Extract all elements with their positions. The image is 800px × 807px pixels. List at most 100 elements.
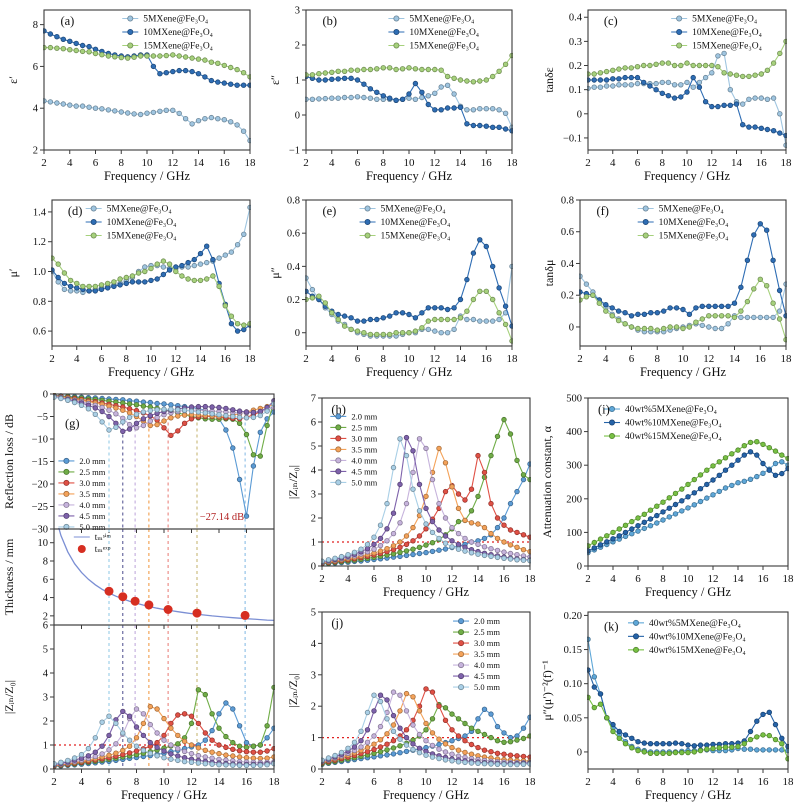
svg-text:0.15: 0.15 (564, 645, 582, 656)
svg-text:0.4: 0.4 (561, 259, 575, 270)
svg-text:6: 6 (629, 353, 635, 365)
svg-text:0.8: 0.8 (561, 196, 574, 207)
svg-text:3.5 mm: 3.5 mm (79, 489, 105, 499)
svg-text:0.1: 0.1 (569, 85, 582, 96)
svg-text:−27.14 dB: −27.14 dB (200, 512, 244, 523)
svg-text:(b): (b) (322, 14, 337, 28)
svg-text:tanδμ: tanδμ (542, 260, 556, 287)
svg-text:Frequency / GHz: Frequency / GHz (383, 788, 470, 802)
svg-text:1.2: 1.2 (33, 237, 46, 248)
svg-text:Frequency / GHz: Frequency / GHz (104, 169, 191, 183)
svg-text:4: 4 (603, 353, 609, 365)
svg-text:12: 12 (708, 573, 719, 585)
svg-text:14: 14 (193, 157, 205, 169)
svg-text:40wt%10MXene@Fe₃O₄: 40wt%10MXene@Fe₃O₄ (625, 419, 722, 429)
svg-text:2: 2 (33, 146, 38, 157)
svg-text:1: 1 (295, 76, 300, 87)
svg-text:10: 10 (683, 776, 695, 788)
svg-text:3: 3 (311, 670, 316, 681)
svg-text:0.2: 0.2 (561, 291, 574, 302)
svg-text:ε″: ε″ (268, 75, 282, 85)
svg-text:−30: −30 (32, 525, 48, 536)
svg-text:6: 6 (635, 573, 641, 585)
svg-text:2: 2 (303, 157, 309, 169)
svg-text:10MXene@Fe₃O₄: 10MXene@Fe₃O₄ (107, 218, 177, 228)
svg-text:0.4: 0.4 (287, 262, 301, 273)
svg-text:12: 12 (447, 573, 458, 585)
svg-text:14: 14 (729, 353, 741, 365)
svg-text:12: 12 (706, 157, 717, 169)
svg-text:0.2: 0.2 (569, 61, 582, 72)
svg-text:0: 0 (577, 747, 582, 758)
svg-text:10: 10 (159, 776, 171, 788)
svg-text:8: 8 (660, 157, 666, 169)
svg-text:6: 6 (93, 157, 99, 169)
svg-text:3.5 mm: 3.5 mm (474, 649, 500, 659)
svg-text:18: 18 (525, 776, 537, 788)
svg-text:200: 200 (566, 494, 582, 505)
svg-text:2: 2 (585, 573, 591, 585)
panel-f-tan-delta-mu-chart: 5MXene@Fe₃O₄ 10MXene@Fe₃O₄ 15MXene@Fe₃O₄ 0 0… (542, 192, 796, 382)
svg-text:Frequency / GHz: Frequency / GHz (640, 365, 727, 379)
svg-text:12: 12 (167, 157, 178, 169)
svg-text:8: 8 (397, 776, 403, 788)
svg-text:5MXene@Fe₃O₄: 5MXene@Fe₃O₄ (659, 205, 724, 215)
svg-text:0.8: 0.8 (33, 297, 46, 308)
svg-text:−20: −20 (32, 480, 48, 491)
svg-text:1: 1 (311, 538, 316, 549)
svg-text:2: 2 (49, 353, 55, 365)
svg-text:2: 2 (43, 611, 48, 622)
svg-text:6: 6 (371, 573, 377, 585)
svg-text:2: 2 (311, 514, 316, 525)
svg-text:1.0: 1.0 (33, 267, 46, 278)
svg-text:5MXene@Fe₃O₄: 5MXene@Fe₃O₄ (409, 15, 474, 25)
svg-text:μ″(μ′)⁻²(f)⁻¹: μ″(μ′)⁻²(f)⁻¹ (540, 660, 554, 721)
svg-text:8: 8 (124, 353, 130, 365)
svg-text:(j): (j) (331, 616, 343, 630)
svg-text:10: 10 (678, 353, 690, 365)
svg-text:16: 16 (241, 776, 253, 788)
svg-text:8: 8 (655, 353, 661, 365)
svg-text:14: 14 (733, 776, 745, 788)
panel-i-attenuation-chart: 40wt%5MXene@Fe₃O₄ 40wt%10MXene@Fe₃O₄ 40wt%… (540, 390, 798, 602)
svg-text:12: 12 (703, 353, 714, 365)
svg-text:12: 12 (186, 776, 197, 788)
svg-text:Thickness / mm: Thickness / mm (2, 538, 16, 615)
svg-text:12: 12 (170, 353, 181, 365)
svg-text:(g): (g) (65, 417, 80, 431)
svg-text:40wt%15MXene@Fe₃O₄: 40wt%15MXene@Fe₃O₄ (649, 646, 746, 656)
svg-text:40wt%10MXene@Fe₃O₄: 40wt%10MXene@Fe₃O₄ (649, 632, 746, 642)
svg-text:4.5 mm: 4.5 mm (474, 671, 500, 681)
svg-text:500: 500 (566, 394, 582, 405)
svg-text:(f): (f) (596, 204, 609, 218)
svg-text:4: 4 (345, 573, 351, 585)
svg-text:4.5 mm: 4.5 mm (79, 511, 105, 521)
svg-text:μ′: μ′ (6, 268, 20, 277)
svg-text:5.0 mm: 5.0 mm (79, 522, 105, 532)
svg-text:15MXene@Fe₃O₄: 15MXene@Fe₃O₄ (692, 42, 762, 52)
svg-text:12: 12 (429, 157, 440, 169)
svg-text:16: 16 (755, 353, 767, 365)
svg-text:14: 14 (455, 157, 467, 169)
svg-text:|Zᵢₙ/Z₀|: |Zᵢₙ/Z₀| (286, 673, 300, 707)
panel-b-epsilon-doubleprime-chart: 5MXene@Fe₃O₄ 10MXene@Fe₃O₄ 15MXene@Fe₃O₄ −1… (268, 2, 520, 186)
svg-text:15MXene@Fe₃O₄: 15MXene@Fe₃O₄ (143, 42, 213, 52)
svg-text:18: 18 (525, 573, 537, 585)
svg-text:0.4: 0.4 (569, 13, 583, 24)
svg-text:4: 4 (33, 104, 39, 115)
svg-text:4: 4 (610, 776, 616, 788)
svg-text:8: 8 (381, 157, 387, 169)
panel-e-mu-doubleprime-chart: 5MXene@Fe₃O₄ 10MXene@Fe₃O₄ 15MXene@Fe₃O₄ 0 0… (268, 192, 520, 382)
svg-text:10MXene@Fe₃O₄: 10MXene@Fe₃O₄ (409, 28, 479, 38)
svg-text:4: 4 (67, 157, 73, 169)
svg-text:10MXene@Fe₃O₄: 10MXene@Fe₃O₄ (659, 218, 729, 228)
svg-text:4: 4 (311, 639, 317, 650)
svg-text:|Zᵢₙ/Z₀|: |Zᵢₙ/Z₀| (2, 680, 16, 714)
svg-text:6: 6 (33, 62, 38, 73)
svg-text:15MXene@Fe₃O₄: 15MXene@Fe₃O₄ (659, 232, 729, 242)
svg-text:5.0 mm: 5.0 mm (351, 477, 377, 487)
svg-text:10: 10 (683, 573, 695, 585)
svg-text:(h): (h) (331, 402, 346, 416)
svg-text:2: 2 (585, 776, 591, 788)
svg-text:2: 2 (319, 776, 325, 788)
